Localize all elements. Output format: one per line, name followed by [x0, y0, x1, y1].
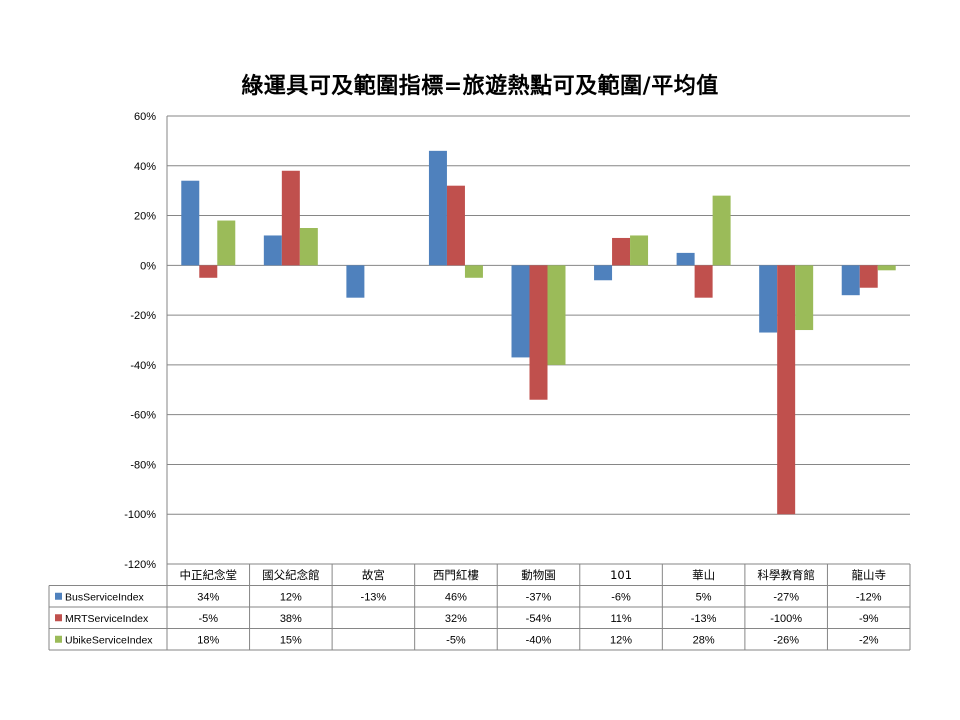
- data-label: -5%: [446, 634, 466, 646]
- bar-MRTServiceIndex-4: [529, 265, 548, 400]
- bar-BusServiceIndex-5: [594, 265, 613, 281]
- bar-UbikeServiceIndex-3: [464, 265, 483, 278]
- bar-MRTServiceIndex-1: [281, 170, 300, 266]
- category-label: 華山: [692, 568, 715, 582]
- legend-label: UbikeServiceIndex: [65, 634, 153, 646]
- chart-title: 綠運具可及範圍指標=旅遊熱點可及範圍/平均值: [241, 74, 719, 99]
- bar-UbikeServiceIndex-6: [712, 195, 731, 266]
- legend-swatch-UbikeServiceIndex: [55, 635, 62, 643]
- bar-MRTServiceIndex-8: [859, 265, 878, 288]
- y-tick-label: 20%: [134, 211, 156, 223]
- y-tick-label: -80%: [130, 459, 156, 471]
- data-label: -13%: [691, 613, 717, 625]
- bar-UbikeServiceIndex-5: [630, 235, 649, 266]
- data-label: 34%: [197, 591, 219, 603]
- bar-BusServiceIndex-8: [841, 265, 860, 296]
- data-label: -100%: [770, 613, 802, 625]
- category-label: 西門紅樓: [433, 568, 479, 582]
- bar-BusServiceIndex-2: [346, 265, 365, 298]
- data-label: -5%: [198, 613, 218, 625]
- bars: [181, 150, 896, 515]
- data-label: -37%: [526, 591, 552, 603]
- data-label: -13%: [361, 591, 387, 603]
- y-tick-label: -100%: [124, 509, 156, 521]
- bar-UbikeServiceIndex-7: [795, 265, 814, 331]
- data-label: 12%: [280, 591, 302, 603]
- data-table: 中正紀念堂 國父紀念館 故宮 西門紅樓 動物園 101 華山 科學教育館 龍山寺 BusServi…: [48, 563, 911, 651]
- category-label: 101: [610, 568, 632, 582]
- bar-BusServiceIndex-6: [676, 252, 695, 266]
- data-label: 32%: [445, 613, 467, 625]
- legend-label: MRTServiceIndex: [65, 613, 149, 625]
- category-label: 故宮: [362, 568, 385, 582]
- y-tick-label: -120%: [124, 559, 156, 571]
- data-label: -9%: [859, 613, 879, 625]
- axes: 60% 40% 20% 0% -20% -40% -60% -80% -100% -120%: [124, 111, 168, 571]
- bar-UbikeServiceIndex-8: [877, 265, 896, 271]
- legend-swatch-MRTServiceIndex: [55, 614, 62, 622]
- y-tick-label: 0%: [140, 260, 156, 272]
- legend-label: BusServiceIndex: [65, 591, 145, 603]
- data-label: -12%: [856, 591, 882, 603]
- bar-BusServiceIndex-1: [263, 235, 282, 266]
- y-tick-label: 40%: [134, 161, 156, 173]
- category-label: 國父紀念館: [262, 568, 320, 582]
- data-label: 28%: [693, 634, 715, 646]
- category-label: 中正紀念堂: [180, 568, 238, 582]
- data-label: 46%: [445, 591, 467, 603]
- data-label: 18%: [197, 634, 219, 646]
- category-label: 科學教育館: [757, 568, 815, 582]
- data-label: -27%: [773, 591, 799, 603]
- data-label: 38%: [280, 613, 302, 625]
- y-tick-label: 60%: [134, 111, 156, 123]
- bar-BusServiceIndex-4: [511, 265, 530, 358]
- data-label: 5%: [696, 591, 712, 603]
- bar-MRTServiceIndex-5: [612, 237, 631, 266]
- data-label: 15%: [280, 634, 302, 646]
- bar-UbikeServiceIndex-1: [299, 228, 318, 266]
- y-tick-label: -20%: [130, 310, 156, 322]
- y-tick-label: -60%: [130, 410, 156, 422]
- category-label: 動物園: [521, 568, 556, 582]
- bar-BusServiceIndex-3: [428, 150, 447, 266]
- legend-swatch-BusServiceIndex: [55, 592, 62, 600]
- data-label: -54%: [526, 613, 552, 625]
- bar-UbikeServiceIndex-4: [547, 265, 566, 365]
- y-tick-label: -40%: [130, 360, 156, 372]
- data-label: -2%: [859, 634, 879, 646]
- data-label: 12%: [610, 634, 632, 646]
- data-label: -26%: [773, 634, 799, 646]
- bar-MRTServiceIndex-3: [446, 185, 465, 266]
- bar-MRTServiceIndex-6: [694, 265, 713, 298]
- bar-MRTServiceIndex-7: [777, 265, 796, 515]
- data-label: -40%: [526, 634, 552, 646]
- bar-UbikeServiceIndex-0: [217, 220, 236, 266]
- data-label: 11%: [610, 613, 631, 625]
- category-label: 龍山寺: [851, 568, 886, 582]
- bar-MRTServiceIndex-0: [199, 265, 218, 278]
- bar-BusServiceIndex-0: [181, 180, 200, 266]
- bar-BusServiceIndex-7: [759, 265, 778, 333]
- data-label: -6%: [611, 591, 631, 603]
